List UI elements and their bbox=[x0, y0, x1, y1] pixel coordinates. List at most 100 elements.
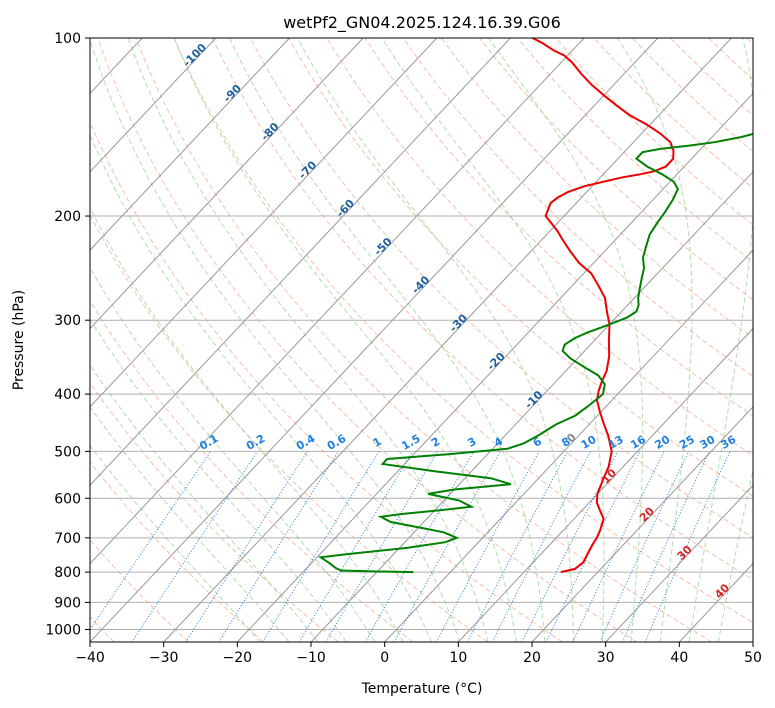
x-tick-label: 0 bbox=[380, 650, 389, 666]
dry-adiabat-line bbox=[90, 539, 190, 642]
mixing-ratio-label: 0.4 bbox=[294, 432, 318, 453]
dry-adiabat-line bbox=[746, 38, 753, 45]
moist-adiabat-line bbox=[90, 206, 404, 642]
mixing-ratio-line bbox=[599, 451, 690, 642]
y-tick-label: 400 bbox=[54, 387, 81, 403]
x-tick-label: −40 bbox=[75, 650, 105, 666]
moist-adiabat-line bbox=[229, 38, 546, 642]
x-tick-label: 40 bbox=[670, 650, 688, 666]
isotherm-line bbox=[457, 327, 753, 642]
isotherm-line bbox=[90, 38, 364, 330]
isotherm-line bbox=[236, 92, 753, 642]
isotherm-line bbox=[752, 641, 753, 642]
mixing-ratio-line bbox=[435, 451, 540, 642]
moist-adiabat-line bbox=[688, 38, 753, 642]
isotherm-label: 30 bbox=[675, 543, 695, 563]
isotherm-line bbox=[163, 38, 732, 642]
mixing-ratio-label: 1 bbox=[371, 435, 384, 450]
mixing-ratio-label: 10 bbox=[579, 433, 599, 452]
chart-title: wetPf2_GN04.2025.124.16.39.G06 bbox=[283, 13, 561, 33]
moist-adiabat-line bbox=[717, 468, 753, 642]
isotherm-line bbox=[90, 38, 585, 565]
isotherm-line bbox=[90, 38, 438, 408]
isotherm-label: -70 bbox=[296, 158, 319, 181]
mixing-ratio-line bbox=[467, 451, 569, 642]
dry-adiabat-line bbox=[90, 120, 563, 642]
moist-adiabat-line bbox=[488, 38, 644, 642]
x-tick-label: −10 bbox=[296, 650, 326, 666]
moist-adiabat-line bbox=[381, 38, 605, 642]
dry-adiabat-line bbox=[326, 38, 753, 457]
dry-adiabat-line bbox=[479, 38, 753, 301]
mixing-ratio-line bbox=[325, 451, 438, 642]
isotherm-line bbox=[531, 406, 753, 642]
dry-adiabat-line bbox=[90, 213, 488, 642]
dry-adiabat-line bbox=[90, 382, 339, 642]
moist-adiabat-line bbox=[296, 38, 575, 642]
isotherm-label: -30 bbox=[447, 311, 470, 334]
isotherm-line bbox=[90, 38, 217, 173]
moist-adiabat-line bbox=[90, 406, 290, 642]
dry-adiabat-line bbox=[173, 38, 753, 624]
mixing-ratio-label: 3 bbox=[465, 435, 478, 450]
dry-adiabat-line bbox=[90, 461, 264, 642]
mixing-ratio-label: 1.5 bbox=[399, 432, 422, 453]
x-tick-label: 20 bbox=[523, 650, 541, 666]
x-tick-label: −20 bbox=[223, 650, 253, 666]
mixing-ratio-line bbox=[298, 451, 414, 642]
moist-adiabat-line bbox=[90, 266, 376, 642]
y-tick-label: 1000 bbox=[45, 622, 81, 638]
x-tick-label: −30 bbox=[149, 650, 179, 666]
isotherm-line bbox=[90, 38, 659, 642]
mixing-ratio-label: 2 bbox=[429, 435, 442, 450]
axes: −40 −30 −20 −10 0 10 20 30 40 5010020030040050060… bbox=[45, 31, 762, 666]
line-labels: 0.1 0.2 0.4 0.6 1 1.5 2 3 4 6 8 10 13 16 20 25 30 36-100-… bbox=[180, 41, 738, 601]
plot-frame bbox=[89, 37, 754, 643]
isotherm-line bbox=[384, 249, 753, 642]
isotherm-line bbox=[90, 38, 290, 251]
mixing-ratio-line bbox=[185, 451, 308, 642]
isotherm-label: -80 bbox=[258, 120, 281, 143]
mixing-ratio-line bbox=[393, 451, 501, 642]
y-tick-label: 300 bbox=[54, 313, 81, 329]
mixing-ratio-label: 0.1 bbox=[197, 432, 220, 453]
isotherm-label: -90 bbox=[221, 82, 244, 105]
mixing-ratio-line bbox=[262, 451, 380, 642]
mixing-ratio-line bbox=[131, 451, 258, 642]
y-tick-label: 800 bbox=[54, 565, 81, 581]
moist-adiabat-line bbox=[617, 38, 693, 642]
isotherm-label: -10 bbox=[522, 388, 545, 411]
y-tick-label: 500 bbox=[54, 444, 81, 460]
dry-adiabat-line bbox=[402, 38, 753, 378]
x-tick-label: 50 bbox=[744, 650, 762, 666]
x-tick-label: 30 bbox=[597, 650, 615, 666]
moist-adiabat-line bbox=[90, 444, 261, 642]
y-tick-label: 900 bbox=[54, 595, 81, 611]
dry-adiabat-line bbox=[364, 38, 753, 417]
dry-adiabat-line bbox=[288, 38, 753, 497]
temperature-profile-line bbox=[532, 38, 675, 574]
moist-adiabat-line bbox=[90, 364, 319, 642]
isotherm-line bbox=[605, 484, 753, 642]
y-tick-label: 600 bbox=[54, 491, 81, 507]
x-axis-label: Temperature (°C) bbox=[361, 681, 483, 697]
isotherm-line bbox=[310, 171, 753, 642]
y-axis-label: Pressure (hPa) bbox=[11, 290, 27, 390]
isotherm-label: -50 bbox=[372, 235, 395, 258]
moist-adiabat-line bbox=[90, 318, 347, 642]
mixing-ratio-line bbox=[90, 451, 212, 631]
mixing-ratio-line bbox=[218, 451, 339, 642]
mixing-ratio-label: 16 bbox=[628, 433, 648, 452]
mixing-ratio-line bbox=[491, 451, 591, 642]
dewpoint-profile-line bbox=[317, 132, 753, 574]
background-lines bbox=[90, 38, 753, 642]
moist-adiabat-line bbox=[90, 38, 461, 642]
y-tick-label: 200 bbox=[54, 209, 81, 225]
mixing-ratio-label: 25 bbox=[677, 433, 697, 452]
isotherm-line bbox=[90, 38, 511, 487]
isotherm-label: -100 bbox=[180, 41, 209, 70]
mixing-ratio-label: 30 bbox=[698, 433, 718, 452]
isotherm-label: -40 bbox=[409, 273, 432, 296]
moist-adiabat-line bbox=[127, 38, 489, 642]
